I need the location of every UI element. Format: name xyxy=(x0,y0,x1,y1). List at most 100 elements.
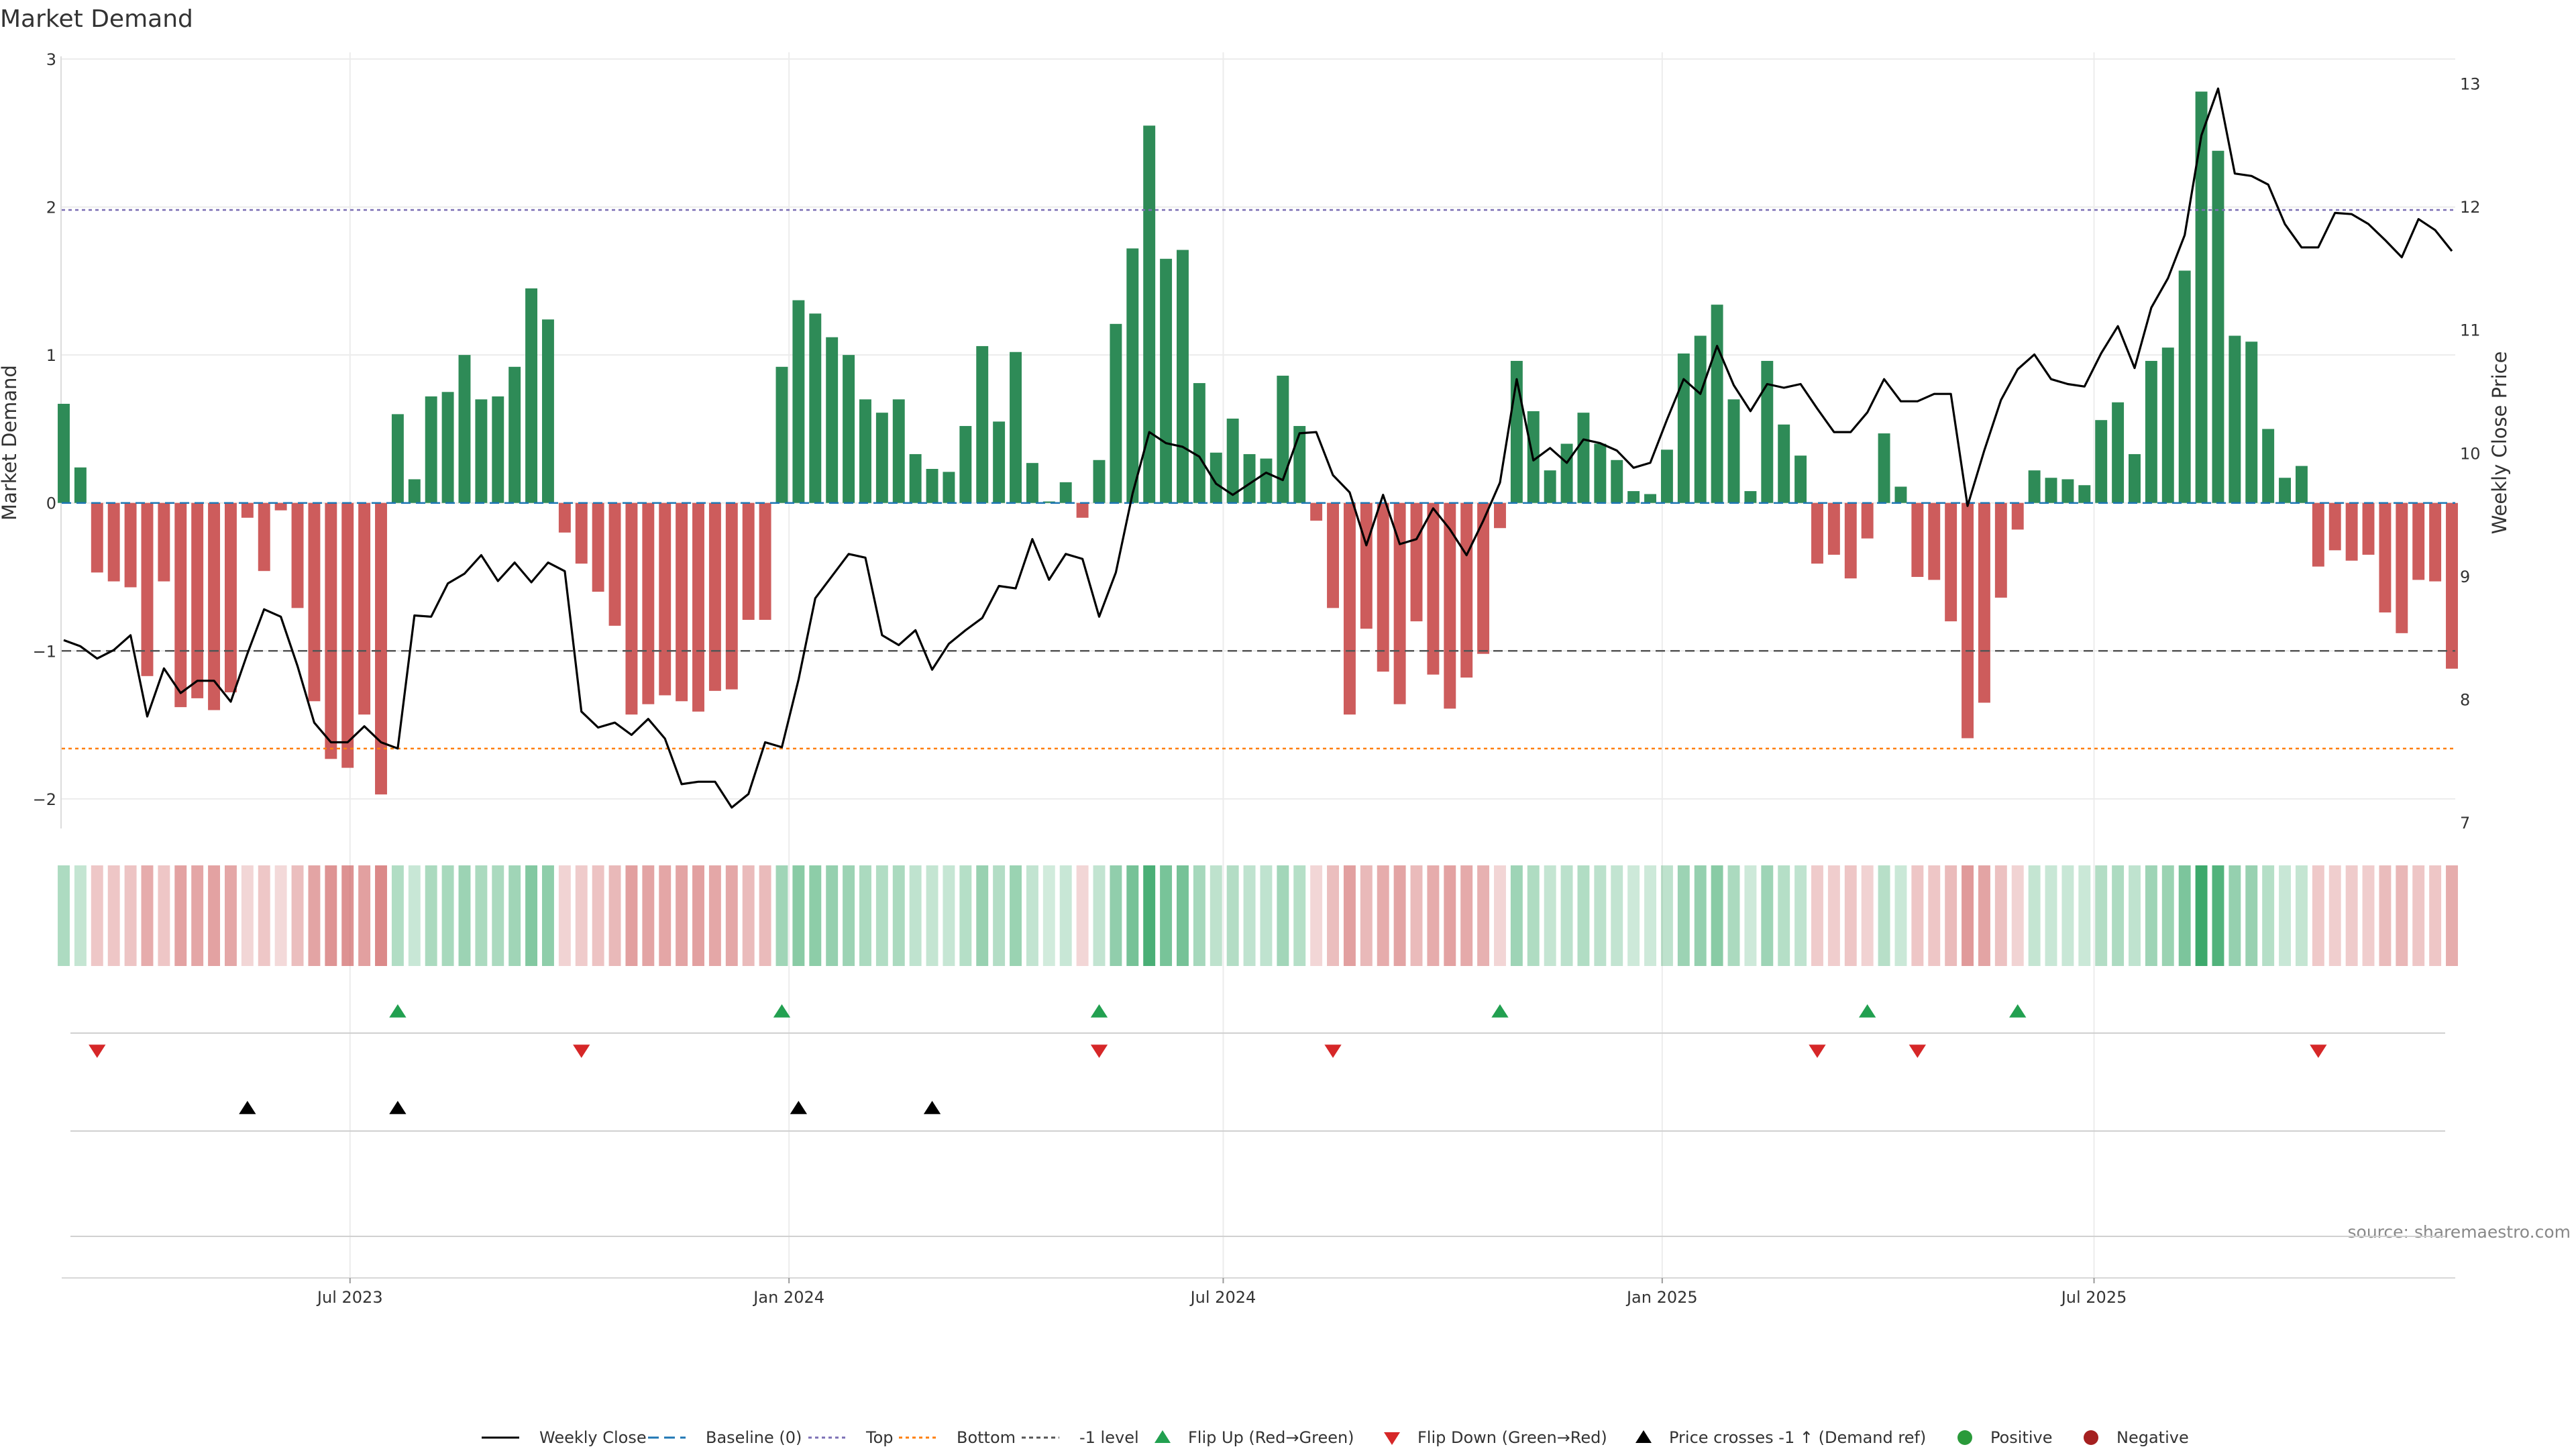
heat-cell xyxy=(2045,865,2057,966)
heat-cell xyxy=(475,865,488,966)
heat-cell xyxy=(1360,865,1373,966)
heat-cell xyxy=(1026,865,1038,966)
heat-cell xyxy=(625,865,638,966)
heat-cell xyxy=(174,865,187,966)
price-cross-marker xyxy=(923,1101,941,1114)
bar-negative xyxy=(659,502,672,696)
source-credit: source: sharemaestro.com xyxy=(2348,1222,2571,1242)
heat-cell xyxy=(1076,865,1089,966)
flip-up-marker xyxy=(1090,1004,1108,1018)
heat-strip xyxy=(58,865,2458,966)
bar-negative xyxy=(308,502,321,702)
bar-positive xyxy=(508,366,521,503)
legend-weekly-close: Weekly Close xyxy=(539,1428,647,1447)
heat-cell xyxy=(1160,865,1173,966)
heat-cell xyxy=(1494,865,1506,966)
heat-cell xyxy=(1343,865,1356,966)
heat-cell xyxy=(1410,865,1423,966)
y-axis-label: Market Demand xyxy=(0,365,21,521)
heat-cell xyxy=(1811,865,1823,966)
heat-cell xyxy=(1527,865,1540,966)
heat-cell xyxy=(875,865,888,966)
price-line xyxy=(63,87,2453,809)
heat-cell xyxy=(1210,865,1222,966)
bar-negative xyxy=(1861,502,1874,539)
heat-cell xyxy=(191,865,204,966)
bar-negative xyxy=(2345,502,2358,561)
y-tick-label: 3 xyxy=(46,50,56,69)
bar-positive xyxy=(1660,449,1673,503)
price-cross-marker xyxy=(389,1101,407,1114)
bar-negative xyxy=(2379,502,2392,612)
bar-negative xyxy=(1962,502,1974,739)
bar-positive xyxy=(74,467,87,503)
bar-positive xyxy=(492,396,504,503)
heat-cell xyxy=(608,865,621,966)
heat-cell xyxy=(1477,865,1490,966)
heat-cell xyxy=(1827,865,1840,966)
heat-cell xyxy=(1677,865,1690,966)
heat-cell xyxy=(1660,865,1673,966)
bar-negative xyxy=(291,502,304,608)
heat-cell xyxy=(926,865,938,966)
heat-cell xyxy=(1427,865,1440,966)
bar-positive xyxy=(441,392,454,503)
flip-down-marker xyxy=(1324,1044,1342,1058)
y-tick-label: 1 xyxy=(46,346,56,365)
heat-cell xyxy=(676,865,688,966)
heat-cell xyxy=(2446,865,2458,966)
heat-cell xyxy=(2061,865,2074,966)
legend-negative: Negative xyxy=(2116,1428,2189,1447)
bar-positive xyxy=(2095,420,2108,503)
bar-positive xyxy=(525,288,538,503)
heat-cell xyxy=(1510,865,1523,966)
bar-positive xyxy=(1778,424,1790,503)
bar-negative xyxy=(1811,502,1823,564)
y-tick-label: 2 xyxy=(46,199,56,217)
heat-cell xyxy=(291,865,304,966)
bar-negative xyxy=(1494,502,1506,529)
heat-cell xyxy=(1694,865,1707,966)
bar-positive xyxy=(1611,460,1623,503)
bar-positive xyxy=(2112,402,2125,503)
heat-cell xyxy=(1627,865,1640,966)
bar-positive xyxy=(1026,463,1038,503)
heat-cell xyxy=(2312,865,2324,966)
bar-negative xyxy=(1410,502,1423,622)
bar-negative xyxy=(358,502,371,715)
bar-positive xyxy=(2279,478,2292,503)
bar-negative xyxy=(325,502,337,759)
heat-cell xyxy=(1894,865,1907,966)
heat-cell xyxy=(1844,865,1857,966)
bar-positive xyxy=(1544,470,1556,503)
bar-negative xyxy=(1945,502,1957,622)
bar-negative xyxy=(2328,502,2341,551)
heat-cell xyxy=(1761,865,1774,966)
heat-cell xyxy=(792,865,805,966)
bar-positive xyxy=(2178,270,2191,503)
heat-cell xyxy=(1560,865,1573,966)
bar-negative xyxy=(742,502,755,620)
bar-positive xyxy=(1243,453,1256,503)
bar-positive xyxy=(1694,335,1707,503)
legend: Weekly Close Baseline (0) Top Bottom -1 leve… xyxy=(482,1428,2189,1447)
heat-cell xyxy=(909,865,922,966)
bar-negative xyxy=(1393,502,1406,704)
legend-negative-swatch xyxy=(2084,1430,2098,1445)
bar-positive xyxy=(1878,433,1890,503)
bar-positive xyxy=(2145,360,2157,503)
bar-negative xyxy=(2396,502,2408,633)
bar-positive xyxy=(926,468,938,503)
x-tick-label: Jul 2023 xyxy=(316,1288,383,1307)
bar-negative xyxy=(625,502,638,715)
bar-positive xyxy=(892,399,905,503)
heat-cell xyxy=(1878,865,1890,966)
flip-down-marker xyxy=(89,1044,106,1058)
heat-cell xyxy=(742,865,755,966)
heat-cell xyxy=(492,865,504,966)
bar-negative xyxy=(1444,502,1456,709)
bar-positive xyxy=(2212,150,2224,503)
bar-positive xyxy=(1560,443,1573,503)
bar-positive xyxy=(875,413,888,503)
x-tick-label: Jan 2025 xyxy=(1625,1288,1698,1307)
